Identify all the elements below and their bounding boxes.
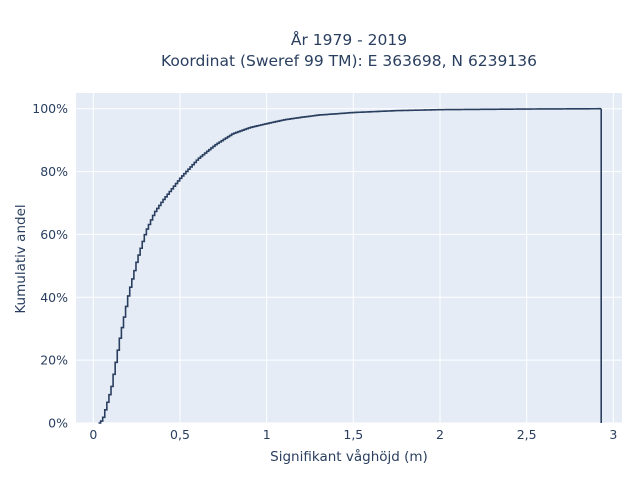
chart-title-line-1: År 1979 - 2019 [291,30,407,49]
ecdf-series-line [98,107,602,424]
x-tick-label: 0,5 [170,427,190,442]
y-axis-title: Kumulativ andel [13,204,29,313]
x-axis-title: Signifikant våghöjd (m) [270,448,428,465]
x-tick-label: 3 [609,427,617,442]
chart-title-line-2: Koordinat (Sweref 99 TM): E 363698, N 62… [161,52,537,70]
x-tick-label: 2,5 [517,427,537,442]
series-layer [98,107,602,424]
x-tick-label: 0 [89,427,97,442]
y-tick-label: 0% [48,416,68,431]
x-tick-label: 2 [436,427,444,442]
plot-area [76,93,622,423]
y-tick-label: 40% [40,290,68,305]
y-tick-label: 100% [32,101,68,116]
x-tick-label: 1 [263,427,271,442]
y-tick-label: 20% [40,353,68,368]
x-tick-label: 1,5 [343,427,363,442]
y-axis-ticks: 0% 20% 40% 60% 80% 100% [32,101,68,430]
x-axis-ticks: 0 0,5 1 1,5 2 2,5 3 [89,427,617,442]
y-tick-label: 60% [40,227,68,242]
y-tick-label: 80% [40,164,68,179]
grid-lines [76,93,622,424]
